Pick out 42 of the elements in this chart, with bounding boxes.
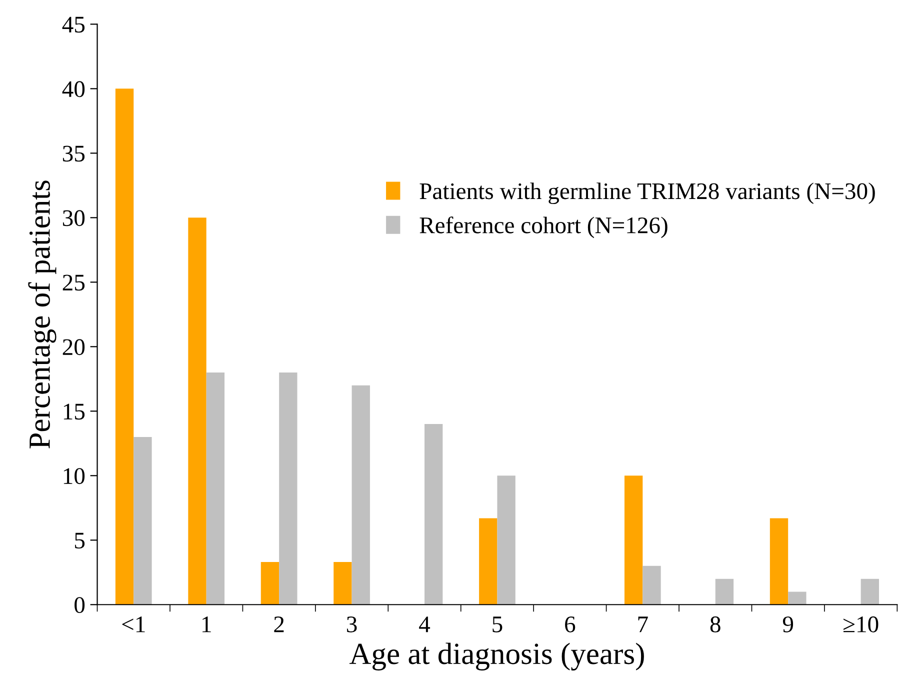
y-axis-title: Percentage of patients (28, 180, 56, 448)
bar (188, 218, 206, 605)
y-tick-label: 5 (75, 532, 85, 549)
y-tick-label: 35 (62, 146, 85, 162)
bar (134, 436, 152, 605)
x-tick-label: 3 (347, 616, 357, 632)
y-tick-label: 30 (62, 210, 85, 226)
legend-label: Reference cohort (N=126) (420, 216, 668, 238)
x-tick-label: 8 (710, 616, 720, 632)
y-tick-label: 45 (62, 16, 85, 33)
bar (770, 518, 788, 605)
x-tick-label: 2 (274, 616, 284, 632)
legend-label: Patients with germline TRIM28 variants (N=30) (420, 182, 875, 204)
bar (715, 578, 734, 605)
y-tick-label: 15 (64, 404, 85, 420)
x-axis-title: Age at diagnosis (years) (349, 642, 644, 670)
bar (860, 578, 880, 605)
y-tick-label: 20 (62, 339, 85, 356)
bar (642, 566, 661, 605)
y-tick-label: 10 (64, 468, 85, 484)
y-tick-label: 40 (62, 81, 85, 98)
x-tick-label: <1 (122, 616, 145, 632)
x-tick-label: 7 (638, 616, 648, 632)
bar (479, 518, 498, 605)
x-tick-label: 1 (202, 616, 211, 632)
bar (279, 372, 298, 605)
x-tick-label: ≥10 (844, 616, 878, 632)
bar (260, 562, 280, 605)
x-tick-label: 9 (782, 616, 794, 632)
y-tick-label: 0 (74, 597, 85, 614)
bar (624, 476, 643, 605)
bar (115, 88, 134, 605)
bar (334, 562, 352, 605)
bar (352, 385, 370, 605)
bar (206, 372, 225, 605)
y-tick-label: 25 (62, 274, 85, 291)
bar (788, 592, 806, 605)
bar (497, 476, 516, 605)
x-tick-label: 4 (419, 616, 430, 632)
bar (424, 424, 443, 605)
x-tick-label: 5 (492, 616, 502, 632)
x-tick-label: 6 (565, 616, 576, 632)
